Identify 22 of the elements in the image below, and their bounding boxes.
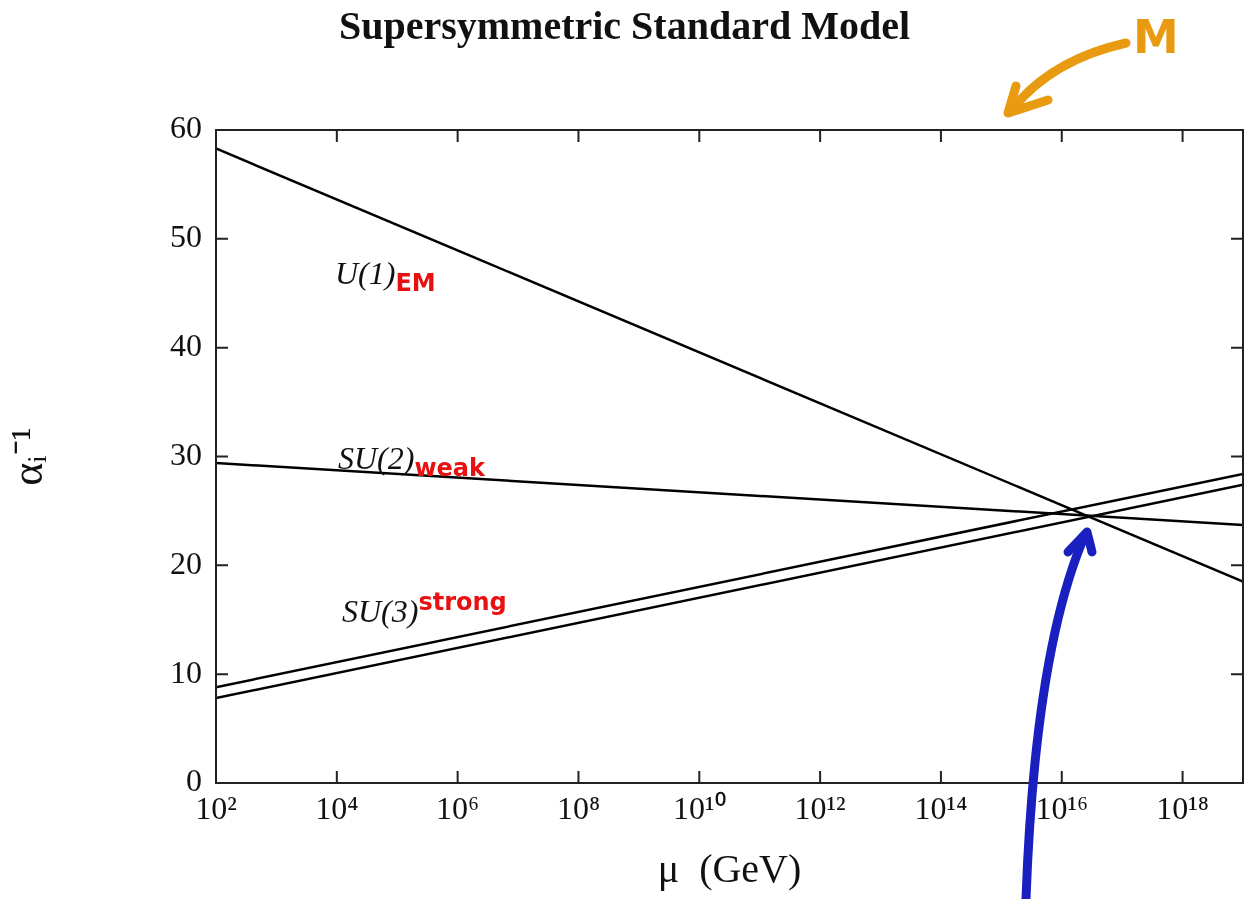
x-tick-label: 10⁴ [315, 789, 359, 826]
x-tick-label: 10¹⁴ [914, 789, 968, 826]
annotation: SU(2)$_{weak}$ [338, 440, 486, 483]
y-tick-label: 60 [170, 109, 202, 146]
x-tick-label: 10⁶ [436, 789, 480, 826]
y-tick-label: 50 [170, 218, 202, 255]
y-tick-label: 0 [186, 762, 202, 799]
text: M [1133, 10, 1179, 64]
x-tick-label: 10¹⁶ [1035, 789, 1089, 826]
y-tick-label: 20 [170, 544, 202, 581]
y-axis-title: αᵢ⁻¹ [2, 427, 52, 486]
x-tick-label: 10¹² [794, 789, 846, 826]
x-tick-label: 10¹⁸ [1156, 789, 1209, 826]
y-tick-label: 10 [170, 653, 202, 690]
x-axis-title: μ (GeV) [657, 845, 802, 891]
annotation: U(1)$_{EM}$ [335, 255, 436, 298]
y-tick-label: 30 [170, 435, 202, 472]
x-tick-label: 10¹⁰ [673, 789, 726, 826]
x-tick-label: 10⁸ [556, 789, 601, 826]
y-tick-label: 40 [170, 327, 202, 364]
chart-title: Supersymmetric Standard Model [338, 3, 911, 48]
annotation: SU(3)$^{strong}$ [342, 588, 507, 630]
